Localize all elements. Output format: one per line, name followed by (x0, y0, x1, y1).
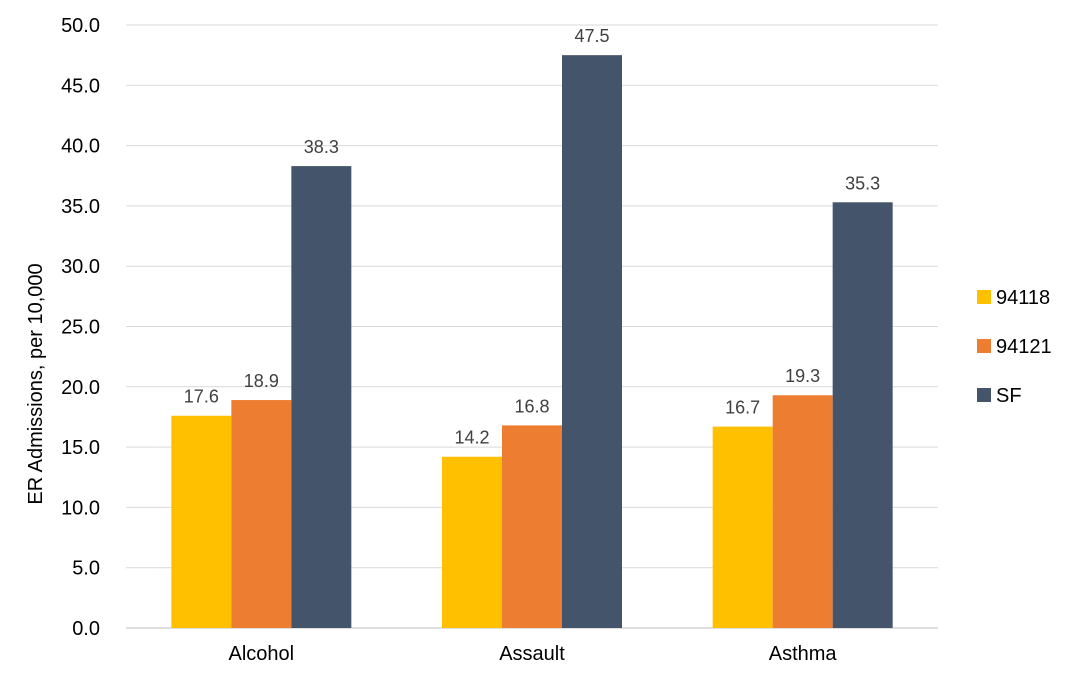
bar-assault-94118 (442, 456, 502, 628)
y-tick-label: 20.0 (61, 377, 100, 399)
y-tick-label: 0.0 (72, 618, 100, 640)
x-category-label: Alcohol (229, 643, 295, 665)
data-label: 35.3 (845, 173, 880, 193)
y-tick-label: 45.0 (61, 75, 100, 97)
x-category-label: Assault (499, 643, 565, 665)
x-axis-categories: Alcohol Assault Asthma (229, 643, 838, 665)
data-label: 16.8 (514, 396, 549, 416)
bar-assault-sf (562, 55, 622, 628)
bar-asthma-94121 (772, 395, 833, 628)
legend: 94118 94121 SF (977, 287, 1052, 407)
y-tick-label: 30.0 (61, 256, 100, 278)
y-tick-label: 5.0 (72, 558, 100, 580)
legend-swatch (977, 290, 991, 304)
y-tick-label: 10.0 (61, 497, 100, 519)
y-axis-ticks: 0.0 5.0 10.0 15.0 20.0 25.0 30.0 35.0 40.0 45.0 50… (61, 15, 100, 640)
data-label: 18.9 (244, 371, 279, 391)
bar-alcohol-94118 (171, 415, 232, 628)
data-label: 14.2 (454, 428, 489, 448)
data-label: 38.3 (304, 137, 339, 157)
legend-label: SF (996, 385, 1022, 407)
data-label: 19.3 (785, 366, 820, 386)
y-tick-label: 50.0 (61, 15, 100, 37)
y-axis-title: ER Admissions, per 10,000 (25, 263, 47, 504)
legend-label: 94118 (996, 287, 1050, 309)
x-category-label: Asthma (769, 643, 838, 665)
legend-swatch (977, 339, 991, 353)
data-label: 17.6 (184, 387, 219, 407)
data-label: 47.5 (574, 26, 609, 46)
bar-asthma-sf (832, 202, 893, 629)
bar-alcohol-94121 (231, 400, 292, 628)
bars (171, 55, 893, 629)
data-label: 16.7 (725, 398, 760, 418)
bar-assault-94121 (502, 425, 562, 628)
y-tick-label: 15.0 (61, 437, 100, 459)
legend-label: 94121 (996, 336, 1052, 358)
legend-swatch (977, 388, 991, 402)
y-tick-label: 25.0 (61, 317, 100, 339)
y-tick-label: 35.0 (61, 196, 100, 218)
bar-asthma-94118 (712, 426, 773, 628)
bar-alcohol-sf (291, 166, 352, 629)
y-tick-label: 40.0 (61, 136, 100, 158)
data-labels: 17.6 18.9 38.3 14.2 16.8 47.5 16.7 19.3 35.3 (184, 26, 880, 448)
